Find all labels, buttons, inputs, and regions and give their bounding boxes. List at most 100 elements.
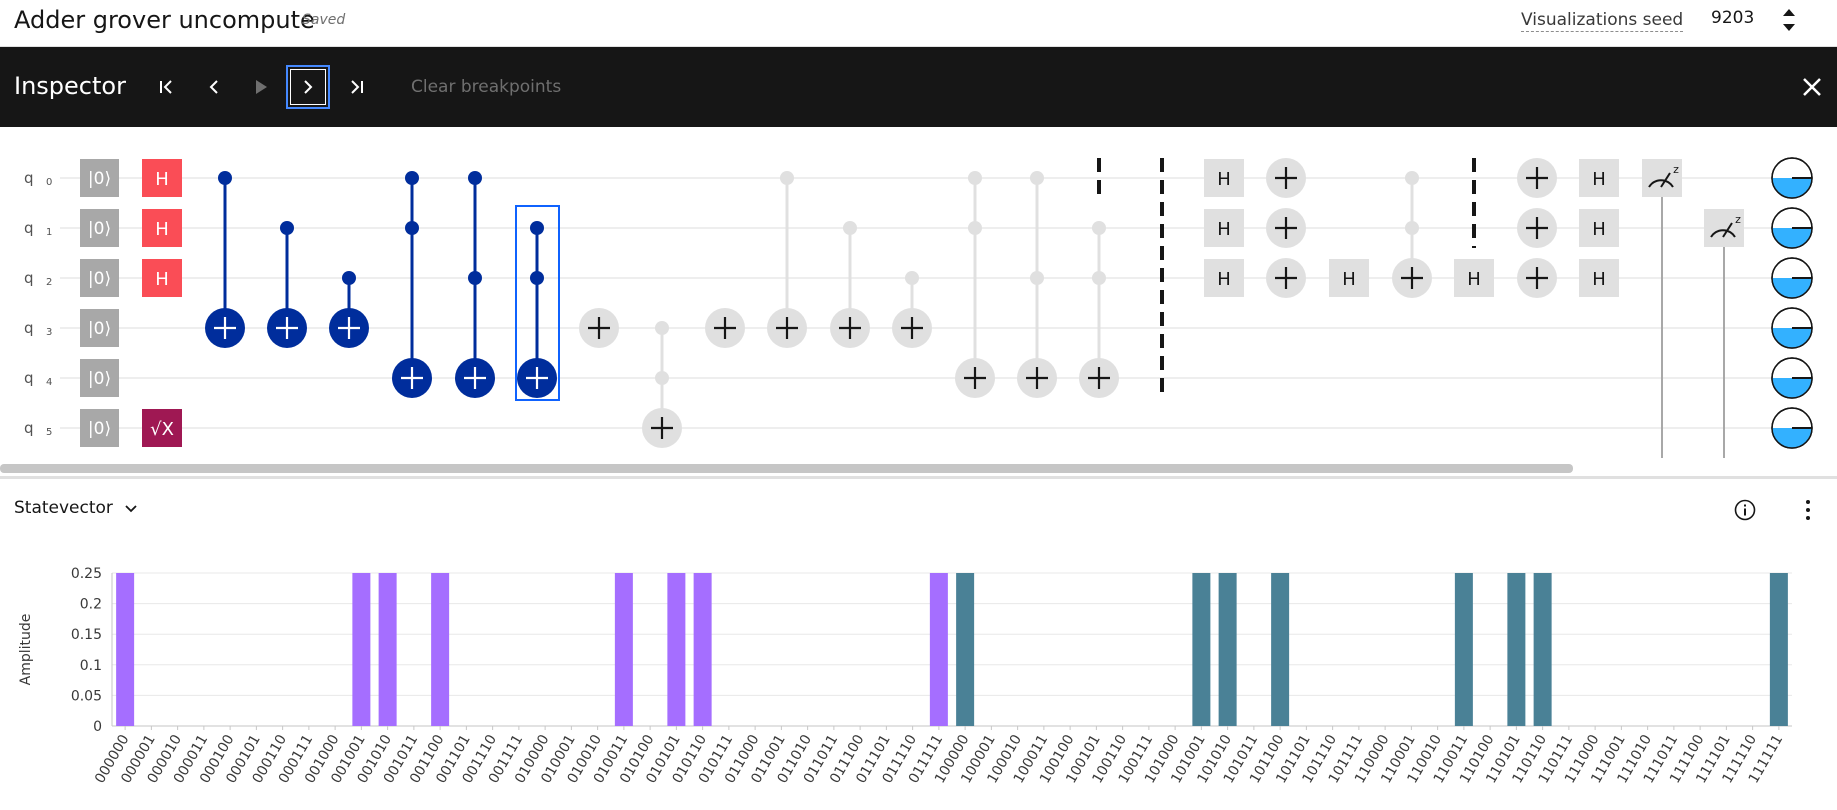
inspector-title: Inspector xyxy=(14,72,126,100)
last-step-button[interactable] xyxy=(334,65,378,109)
plus-icon xyxy=(1088,367,1110,389)
control-dot[interactable] xyxy=(1030,171,1044,185)
control-dot[interactable] xyxy=(405,171,419,185)
control-dot[interactable] xyxy=(968,171,982,185)
hadamard-gate[interactable] xyxy=(142,209,182,247)
hadamard-gate[interactable] xyxy=(142,159,182,197)
control-dot[interactable] xyxy=(468,271,482,285)
amplitude-bar[interactable] xyxy=(1218,573,1237,726)
hadamard-gate-label: H xyxy=(1592,219,1606,240)
y-tick-label: 0.2 xyxy=(80,597,102,613)
measure-gate[interactable] xyxy=(1642,159,1682,197)
plus-icon xyxy=(1526,267,1548,289)
init-gate[interactable] xyxy=(80,159,119,197)
control-dot[interactable] xyxy=(1405,221,1419,235)
circuit-canvas[interactable]: q 0 |0⟩ q 1 |0⟩ q 2 |0⟩ q 3 |0⟩ q 4 |0⟩ q 5 |0⟩ H H H √X H H H H H… xyxy=(0,128,1837,464)
plus-icon xyxy=(464,367,486,389)
control-dot[interactable] xyxy=(655,321,669,335)
plus-icon xyxy=(651,417,673,439)
hadamard-gate-label: H xyxy=(1217,219,1231,240)
visualization-select[interactable]: Statevector xyxy=(14,498,139,518)
init-gate[interactable] xyxy=(80,209,119,247)
hadamard-gate[interactable] xyxy=(1204,209,1244,247)
circuit-horizontal-scrollbar[interactable] xyxy=(0,464,1573,473)
seed-value-input[interactable]: 9203 xyxy=(1711,8,1755,28)
init-gate[interactable] xyxy=(80,259,119,297)
amplitude-bar[interactable] xyxy=(1533,573,1552,726)
hadamard-gate[interactable] xyxy=(1204,259,1244,297)
control-dot[interactable] xyxy=(1030,271,1044,285)
clear-breakpoints-button[interactable]: Clear breakpoints xyxy=(411,77,562,97)
top-bar: Adder grover uncompute Saved Visualizati… xyxy=(0,0,1837,47)
next-step-button[interactable] xyxy=(286,65,330,109)
hadamard-gate-label: H xyxy=(1217,269,1231,290)
control-dot[interactable] xyxy=(1092,221,1106,235)
control-dot[interactable] xyxy=(968,221,982,235)
close-icon[interactable] xyxy=(1796,71,1828,103)
hadamard-gate[interactable] xyxy=(142,259,182,297)
circuit-title[interactable]: Adder grover uncompute xyxy=(14,6,315,34)
init-gate[interactable] xyxy=(80,409,119,447)
control-dot[interactable] xyxy=(655,371,669,385)
y-tick-label: 0.15 xyxy=(71,627,102,643)
qubit-state-fill xyxy=(1772,428,1812,448)
control-dot[interactable] xyxy=(1405,171,1419,185)
hadamard-gate[interactable] xyxy=(1204,159,1244,197)
control-dot[interactable] xyxy=(280,221,294,235)
meter-needle xyxy=(1722,222,1733,238)
control-dot[interactable] xyxy=(530,271,544,285)
plus-icon xyxy=(839,317,861,339)
amplitude-bar[interactable] xyxy=(667,573,686,726)
first-step-icon xyxy=(160,80,172,94)
amplitude-bar[interactable] xyxy=(929,573,948,726)
hadamard-gate[interactable] xyxy=(1454,259,1494,297)
amplitude-bar[interactable] xyxy=(1507,573,1526,726)
control-dot[interactable] xyxy=(530,221,544,235)
control-dot[interactable] xyxy=(780,171,794,185)
init-gate[interactable] xyxy=(80,309,119,347)
amplitude-bar[interactable] xyxy=(352,573,371,726)
amplitude-bar[interactable] xyxy=(116,573,135,726)
statevector-chart: 0 0.05 0.1 0.15 0.2 0.25 Amplitude 000000 000001… xyxy=(0,550,1837,806)
hadamard-gate[interactable] xyxy=(1579,209,1619,247)
control-dot[interactable] xyxy=(843,221,857,235)
play-button[interactable] xyxy=(239,65,283,109)
amplitude-bar[interactable] xyxy=(1192,573,1211,726)
amplitude-bar[interactable] xyxy=(1769,573,1788,726)
init-gate[interactable] xyxy=(80,359,119,397)
previous-step-button[interactable] xyxy=(192,65,236,109)
amplitude-bar[interactable] xyxy=(614,573,633,726)
amplitude-bar[interactable] xyxy=(431,573,450,726)
amplitude-bar[interactable] xyxy=(1454,573,1473,726)
meter-icon xyxy=(1710,229,1736,238)
control-dot[interactable] xyxy=(468,171,482,185)
first-step-button[interactable] xyxy=(145,65,189,109)
amplitude-bar[interactable] xyxy=(693,573,712,726)
seed-stepper-icon[interactable] xyxy=(1779,4,1799,36)
init-gate-label: |0⟩ xyxy=(88,319,111,339)
overflow-menu-icon[interactable] xyxy=(1796,497,1820,523)
panel-divider[interactable] xyxy=(0,476,1837,479)
hadamard-gate[interactable] xyxy=(1579,159,1619,197)
amplitude-bar[interactable] xyxy=(1271,573,1290,726)
init-gate-label: |0⟩ xyxy=(88,219,111,239)
measure-gate[interactable] xyxy=(1704,209,1744,247)
visualizations-seed-label[interactable]: Visualizations seed xyxy=(1521,10,1684,32)
hadamard-gate-label: H xyxy=(1592,169,1606,190)
hadamard-gate[interactable] xyxy=(1579,259,1619,297)
control-dot[interactable] xyxy=(218,171,232,185)
control-dot[interactable] xyxy=(405,221,419,235)
amplitude-bar[interactable] xyxy=(956,573,975,726)
hadamard-gate-label: H xyxy=(1592,269,1606,290)
info-icon[interactable] xyxy=(1732,497,1758,523)
plus-icon xyxy=(714,317,736,339)
control-dot[interactable] xyxy=(1092,271,1106,285)
sqrt-x-gate[interactable] xyxy=(142,409,182,447)
init-gate-label: |0⟩ xyxy=(88,269,111,289)
selected-step-highlight[interactable] xyxy=(515,205,560,401)
amplitude-bar[interactable] xyxy=(378,573,397,726)
control-dot[interactable] xyxy=(905,271,919,285)
plus-icon xyxy=(1026,367,1048,389)
control-dot[interactable] xyxy=(342,271,356,285)
hadamard-gate[interactable] xyxy=(1329,259,1369,297)
